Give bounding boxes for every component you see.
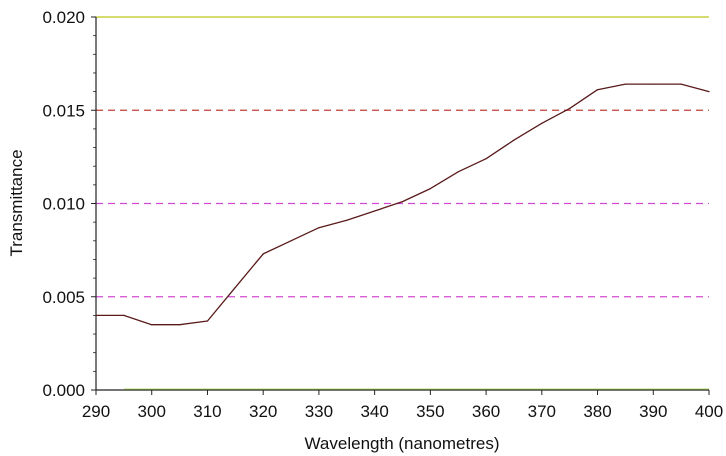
data-point [624,83,627,85]
x-tick-label: 380 [583,402,611,421]
data-point [401,201,404,203]
data-point [290,240,292,242]
y-tick-label: 0.005 [42,288,85,307]
x-tick-label: 400 [695,402,723,421]
y-tick-labels: 0.000 0.005 0.010 0.015 0.020 [42,8,85,400]
data-point [262,253,264,255]
y-tick-label: 0.015 [42,101,85,120]
x-tick-label: 310 [193,402,221,421]
data-point [234,286,236,289]
x-tick-label: 330 [305,402,333,421]
series-line-0 [96,83,710,326]
data-point [206,320,209,322]
data-point [318,227,320,229]
data-point [374,210,376,212]
y-tick-label: 0.010 [42,195,85,214]
data-point [485,158,487,160]
x-tick-label: 320 [249,402,277,421]
x-tick-label: 290 [82,402,110,421]
data-point [569,107,571,109]
y-axis-label: Transmittance [7,149,26,256]
y-tick-label: 0.000 [42,381,85,400]
axes [91,16,710,395]
data-point [541,122,543,124]
x-tick-label: 340 [360,402,388,421]
data-point [708,91,710,93]
grid-lines [96,109,709,298]
x-tick-label: 360 [472,402,500,421]
y-tick-label: 0.020 [42,8,85,27]
data-point [95,314,97,316]
data-point [151,324,153,326]
x-tick-label: 370 [528,402,556,421]
data-point [346,219,348,221]
data-point [513,139,515,141]
data-point [652,83,654,85]
data-point [123,314,125,316]
x-axis-label: Wavelength (nanometres) [305,434,500,453]
data-point [178,324,181,326]
data-series [95,83,710,326]
x-tick-label: 350 [416,402,444,421]
data-point [457,171,459,173]
x-tick-label: 390 [639,402,667,421]
x-tick-label: 300 [138,402,166,421]
x-tick-labels: 290 300 310 320 330 340 350 360 370 380 390 400 [82,402,723,421]
data-point [596,89,599,91]
data-point [680,83,682,85]
data-point [429,187,431,190]
